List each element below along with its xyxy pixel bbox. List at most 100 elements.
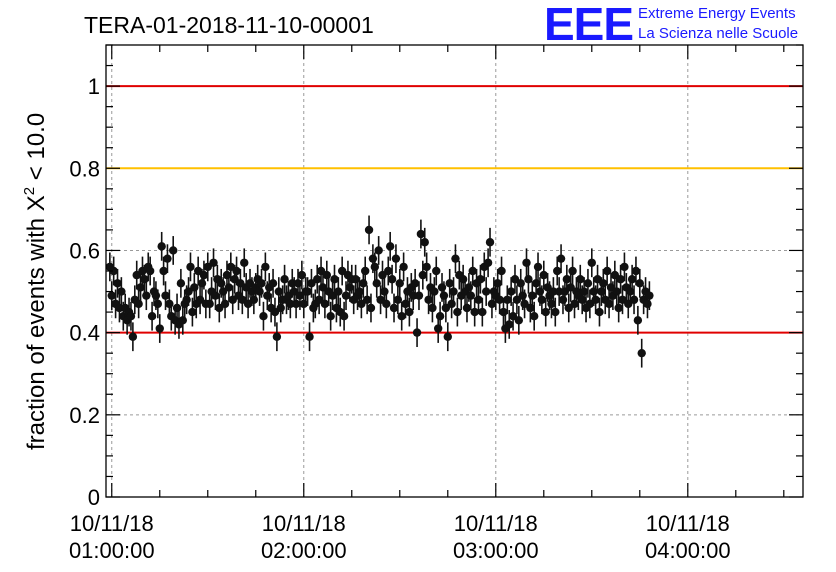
- data-point-190: [470, 297, 479, 327]
- marker-174: [439, 291, 449, 300]
- data-point-104: [305, 322, 314, 352]
- data-point-161: [414, 281, 424, 311]
- data-point-33: [169, 236, 178, 265]
- x-tick-date-1: 10/11/18: [262, 511, 346, 536]
- marker-15: [134, 299, 143, 309]
- marker-181: [453, 307, 462, 317]
- marker-170: [432, 266, 441, 276]
- marker-60: [220, 299, 230, 309]
- marker-4: [113, 279, 122, 288]
- marker-100: [297, 270, 307, 280]
- data-point-133: [361, 256, 370, 286]
- marker-149: [391, 254, 401, 263]
- marker-37: [176, 279, 186, 288]
- data-points: [105, 215, 654, 368]
- data-point-235: [556, 244, 566, 274]
- marker-232: [551, 307, 560, 317]
- marker-66: [232, 266, 241, 276]
- marker-257: [599, 279, 608, 288]
- y-tick-label-4: 0.8: [69, 156, 100, 181]
- marker-156: [405, 307, 414, 317]
- marker-255: [595, 307, 604, 317]
- marker-70: [240, 258, 249, 267]
- marker-122: [339, 312, 349, 321]
- marker-209: [506, 287, 516, 296]
- marker-273: [629, 295, 639, 304]
- marker-16: [136, 283, 145, 292]
- data-point-151: [395, 268, 404, 298]
- data-point-6: [117, 277, 126, 306]
- data-point-182: [455, 260, 464, 290]
- marker-256: [597, 287, 606, 296]
- data-point-196: [481, 277, 491, 306]
- marker-26: [155, 324, 164, 333]
- data-point-241: [568, 256, 577, 286]
- data-point-119: [334, 277, 343, 306]
- x-tick-labels: 10/11/1801:00:0010/11/1802:00:0010/11/18…: [69, 511, 731, 563]
- marker-280: [643, 299, 652, 309]
- marker-230: [547, 299, 556, 309]
- marker-204: [497, 266, 506, 276]
- data-point-30: [163, 244, 172, 274]
- data-point-117: [330, 264, 339, 294]
- marker-75: [249, 295, 259, 304]
- marker-238: [562, 275, 572, 284]
- marker-223: [533, 262, 543, 272]
- marker-24: [151, 291, 161, 300]
- data-point-189: [468, 256, 477, 286]
- marker-225: [537, 295, 547, 304]
- marker-249: [583, 279, 593, 288]
- data-point-91: [280, 264, 289, 294]
- marker-172: [435, 312, 445, 321]
- marker-190: [470, 307, 479, 317]
- data-point-140: [374, 236, 383, 265]
- marker-227: [541, 307, 550, 317]
- marker-171: [433, 324, 443, 333]
- data-point-226: [539, 260, 548, 290]
- marker-119: [334, 287, 343, 296]
- marker-80: [259, 312, 268, 321]
- marker-247: [579, 287, 589, 296]
- marker-193: [476, 275, 485, 284]
- marker-11: [126, 312, 136, 321]
- eee-logo-line1: Extreme Energy Events: [638, 5, 796, 22]
- marker-33: [169, 246, 178, 255]
- data-point-266: [616, 264, 625, 294]
- data-point-153: [399, 252, 408, 282]
- data-point-62: [224, 273, 234, 302]
- marker-79: [257, 279, 266, 288]
- marker-208: [505, 320, 514, 329]
- marker-187: [464, 283, 474, 292]
- marker-55: [211, 291, 220, 300]
- marker-1: [107, 291, 116, 300]
- marker-49: [199, 270, 209, 280]
- marker-132: [359, 279, 368, 288]
- data-point-42: [186, 252, 195, 282]
- y-tick-label-3: 0.6: [69, 238, 100, 263]
- marker-251: [587, 258, 596, 267]
- marker-176: [443, 332, 452, 341]
- data-point-81: [261, 252, 270, 282]
- data-point-220: [528, 281, 537, 311]
- marker-277: [637, 348, 646, 358]
- marker-2: [109, 266, 118, 276]
- data-point-179: [449, 277, 458, 306]
- marker-128: [351, 275, 360, 284]
- data-point-60: [220, 289, 230, 319]
- y-axis-label-tail: < 10.0: [23, 113, 50, 187]
- marker-173: [437, 283, 447, 292]
- data-point-164: [420, 227, 429, 257]
- marker-144: [382, 299, 391, 309]
- marker-115: [326, 312, 335, 321]
- marker-186: [462, 303, 472, 313]
- marker-22: [147, 312, 157, 321]
- marker-133: [361, 266, 370, 276]
- data-point-160: [412, 318, 422, 348]
- data-point-268: [620, 252, 629, 282]
- data-point-223: [533, 252, 543, 282]
- marker-203: [495, 295, 504, 304]
- x-tick-time-2: 03:00:00: [453, 538, 539, 563]
- y-tick-label-1: 0.2: [69, 403, 100, 428]
- marker-233: [553, 266, 562, 276]
